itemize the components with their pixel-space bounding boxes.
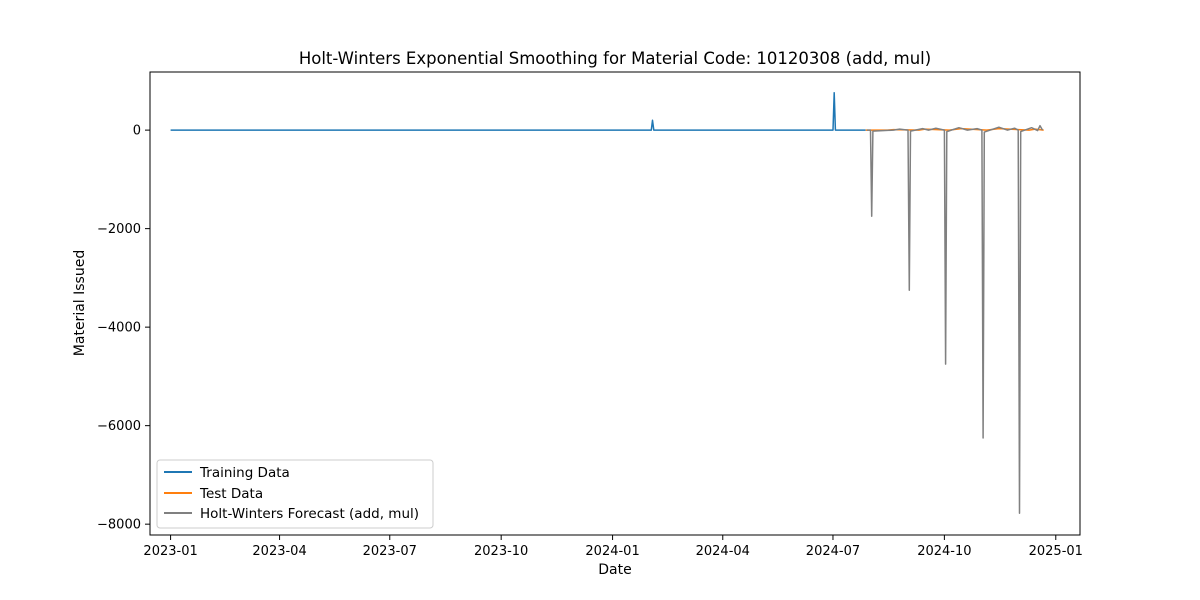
x-tick-label: 2025-01 [1029, 544, 1083, 559]
y-tick-label: −8000 [97, 518, 141, 533]
legend-label-test: Test Data [199, 486, 263, 502]
legend: Training Data Test Data Holt-Winters For… [156, 459, 434, 529]
y-tick-label: −6000 [97, 419, 141, 434]
x-tick-label: 2023-07 [363, 544, 417, 559]
chart-title: Holt-Winters Exponential Smoothing for M… [299, 49, 931, 68]
x-tick-label: 2023-10 [474, 544, 528, 559]
y-tick-label: −4000 [97, 321, 141, 336]
series-training-line [170, 91, 866, 131]
x-tick-label: 2024-01 [585, 544, 639, 559]
x-tick-label: 2024-07 [806, 544, 860, 559]
plot-frame [149, 71, 1081, 536]
x-axis: 2023-01 2023-04 2023-07 2023-10 2024-01 2024-… [143, 535, 1083, 559]
legend-box [156, 459, 434, 529]
y-tick-label: 0 [133, 124, 141, 139]
y-axis: 0 −2000 −4000 −6000 −8000 [97, 124, 150, 533]
y-tick-label: −2000 [97, 222, 141, 237]
legend-label-forecast: Holt-Winters Forecast (add, mul) [200, 506, 419, 522]
legend-label-training: Training Data [199, 465, 290, 481]
series-forecast-line [866, 124, 1044, 515]
x-tick-label: 2023-01 [143, 544, 197, 559]
y-axis-label: Material Issued [72, 250, 88, 356]
x-axis-label: Date [598, 562, 631, 578]
x-tick-label: 2024-04 [696, 544, 750, 559]
x-tick-label: 2024-10 [917, 544, 971, 559]
x-tick-label: 2023-04 [252, 544, 306, 559]
plot-lines [170, 91, 1044, 515]
